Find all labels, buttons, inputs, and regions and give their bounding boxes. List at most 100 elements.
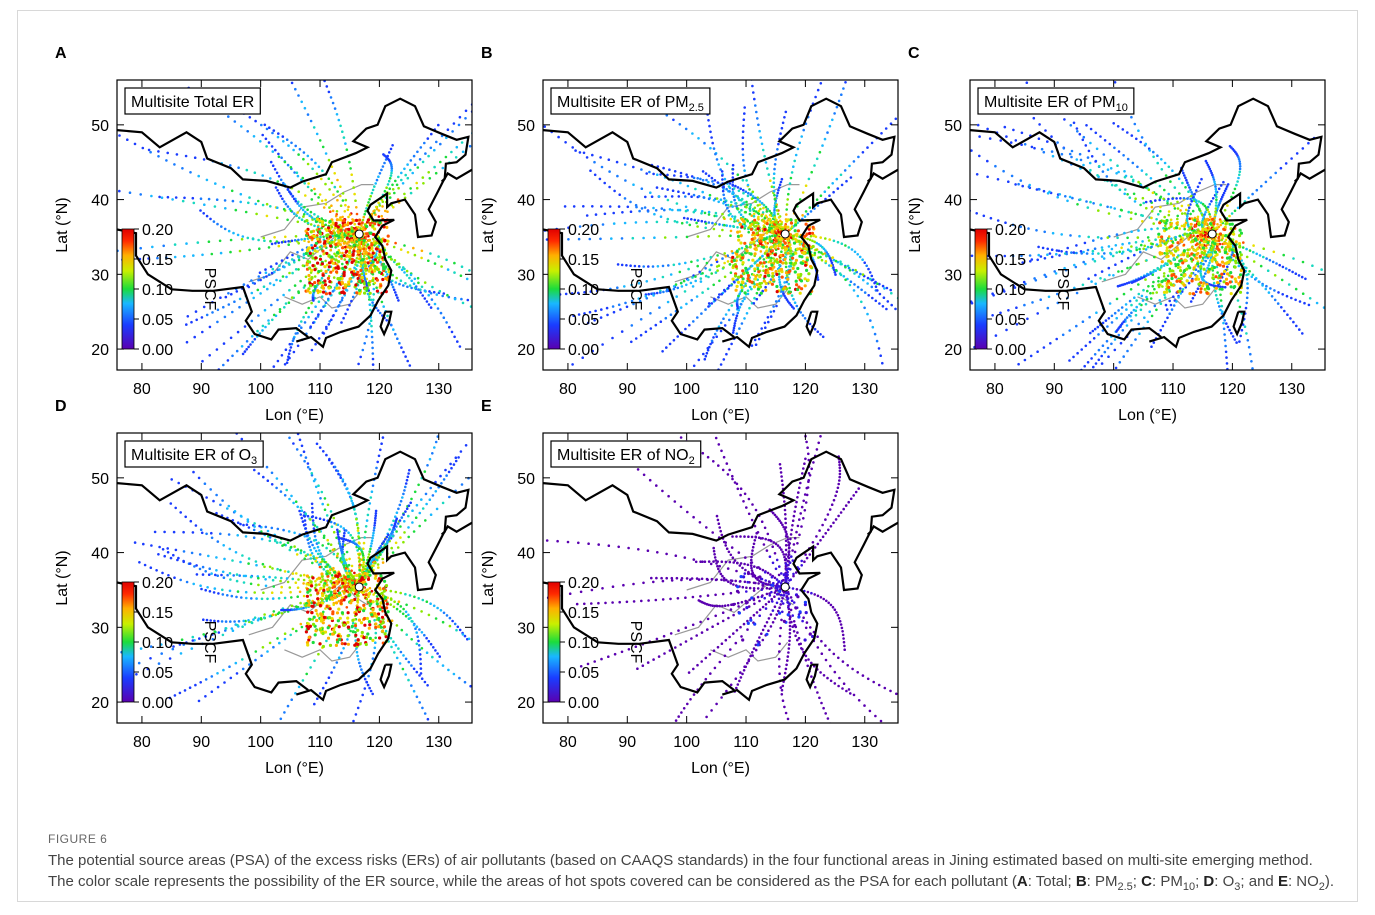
hotspot-dot <box>770 282 775 286</box>
trajectory-dot <box>815 157 819 161</box>
trajectory-dot <box>360 224 363 227</box>
trajectory-dot <box>264 271 268 275</box>
hotspot-dot <box>343 223 347 227</box>
trajectory-dot <box>535 92 538 95</box>
hotspot-dot <box>750 280 754 284</box>
trajectory-dot <box>572 314 575 318</box>
hotspot-dot <box>371 278 375 283</box>
trajectory-dot <box>699 177 702 181</box>
trajectory-dot <box>481 123 484 126</box>
trajectory-dot <box>734 319 737 323</box>
trajectory-dot <box>577 291 580 295</box>
trajectory-dot <box>752 302 756 305</box>
trajectory-dot <box>1275 262 1278 265</box>
trajectory-dot <box>1046 140 1049 143</box>
trajectory-dot <box>743 317 746 320</box>
trajectory-dot <box>1129 250 1133 253</box>
trajectory-dot <box>446 128 450 131</box>
hotspot-dot <box>768 217 772 221</box>
trajectory-dot <box>736 219 740 222</box>
trajectory-dot <box>708 268 712 272</box>
trajectory-dot <box>819 194 823 197</box>
hotspot-dot <box>335 270 339 274</box>
trajectory-dot <box>1281 265 1285 269</box>
hotspot-dot <box>329 244 333 248</box>
trajectory-dot <box>416 276 420 280</box>
trajectory-dot <box>257 238 260 242</box>
trajectory-dot <box>304 194 307 197</box>
hotspot-dot <box>318 281 322 285</box>
trajectory-dot <box>377 175 380 178</box>
colorbar-tick-label: 0.05 <box>568 312 599 329</box>
trajectory-dot <box>385 319 389 322</box>
trajectory-dot <box>219 296 222 300</box>
trajectory-dot <box>306 154 310 158</box>
trajectory-dot <box>844 244 847 247</box>
trajectory-dot <box>297 242 301 245</box>
trajectory-dot <box>1284 267 1288 270</box>
hotspot-dot <box>803 284 807 288</box>
trajectory-dot <box>725 187 728 191</box>
trajectory-dot <box>400 178 403 182</box>
trajectory-dot <box>1190 199 1193 203</box>
hotspot-dot <box>379 284 383 288</box>
trajectory-dot <box>229 250 232 254</box>
trajectory-dot <box>526 312 529 315</box>
trajectory-dot <box>1186 248 1190 252</box>
trajectory-dot <box>201 330 204 334</box>
trajectory-dot <box>157 150 160 153</box>
trajectory-dot <box>482 277 485 280</box>
trajectory-dot <box>1130 343 1133 347</box>
trajectory-dot <box>696 177 699 180</box>
trajectory-dot <box>210 252 214 256</box>
trajectory-dot <box>1127 314 1131 317</box>
trajectory-dot <box>654 323 658 327</box>
trajectory-dot <box>282 207 286 211</box>
trajectory-dot <box>402 284 405 287</box>
trajectory-dot <box>205 214 209 218</box>
trajectory-dot <box>731 168 735 171</box>
trajectory-dot <box>442 292 446 295</box>
trajectory-dot <box>630 283 633 287</box>
trajectory-dot <box>707 305 710 308</box>
trajectory-dot <box>1077 373 1080 376</box>
trajectory-dot <box>199 197 203 200</box>
trajectory-dot <box>269 371 272 374</box>
trajectory-dot <box>420 285 424 289</box>
boundary-line <box>117 97 470 189</box>
trajectory-dot <box>696 316 699 319</box>
trajectory-dot <box>734 202 737 205</box>
trajectory-dot <box>704 172 708 175</box>
trajectory-dot <box>685 283 688 287</box>
trajectory-dot <box>1121 329 1125 332</box>
trajectory-dot <box>284 235 287 239</box>
trajectory-dot <box>307 240 311 244</box>
trajectory-dot <box>371 363 375 366</box>
trajectory-dot <box>1095 311 1098 315</box>
trajectory-dot <box>848 269 852 272</box>
y-axis-label: Lat (°N) <box>54 197 71 252</box>
trajectory-dot <box>295 214 299 218</box>
trajectory-dot <box>727 308 731 312</box>
hotspot-dot <box>381 277 385 282</box>
trajectory-dot <box>745 200 748 204</box>
trajectory-dot <box>1122 355 1125 358</box>
trajectory-dot <box>742 188 745 192</box>
trajectory-dot <box>703 211 707 215</box>
trajectory-dot <box>1138 247 1141 251</box>
hotspot-dot <box>367 238 372 242</box>
trajectory-dot <box>772 305 775 308</box>
trajectory-dot <box>1110 342 1113 346</box>
hotspot-dot <box>367 269 371 273</box>
trajectory-dot <box>729 212 732 216</box>
trajectory-dot <box>364 252 367 255</box>
hotspot-dot <box>740 225 744 229</box>
trajectory-dot <box>823 190 827 193</box>
hotspot-dot <box>345 236 349 240</box>
trajectory-dot <box>740 289 744 293</box>
hotspot-dot <box>762 261 766 265</box>
trajectory-dot <box>821 245 824 249</box>
hotspot-dot <box>357 238 361 242</box>
trajectory-dot <box>261 329 264 332</box>
trajectory-dot <box>272 129 276 132</box>
